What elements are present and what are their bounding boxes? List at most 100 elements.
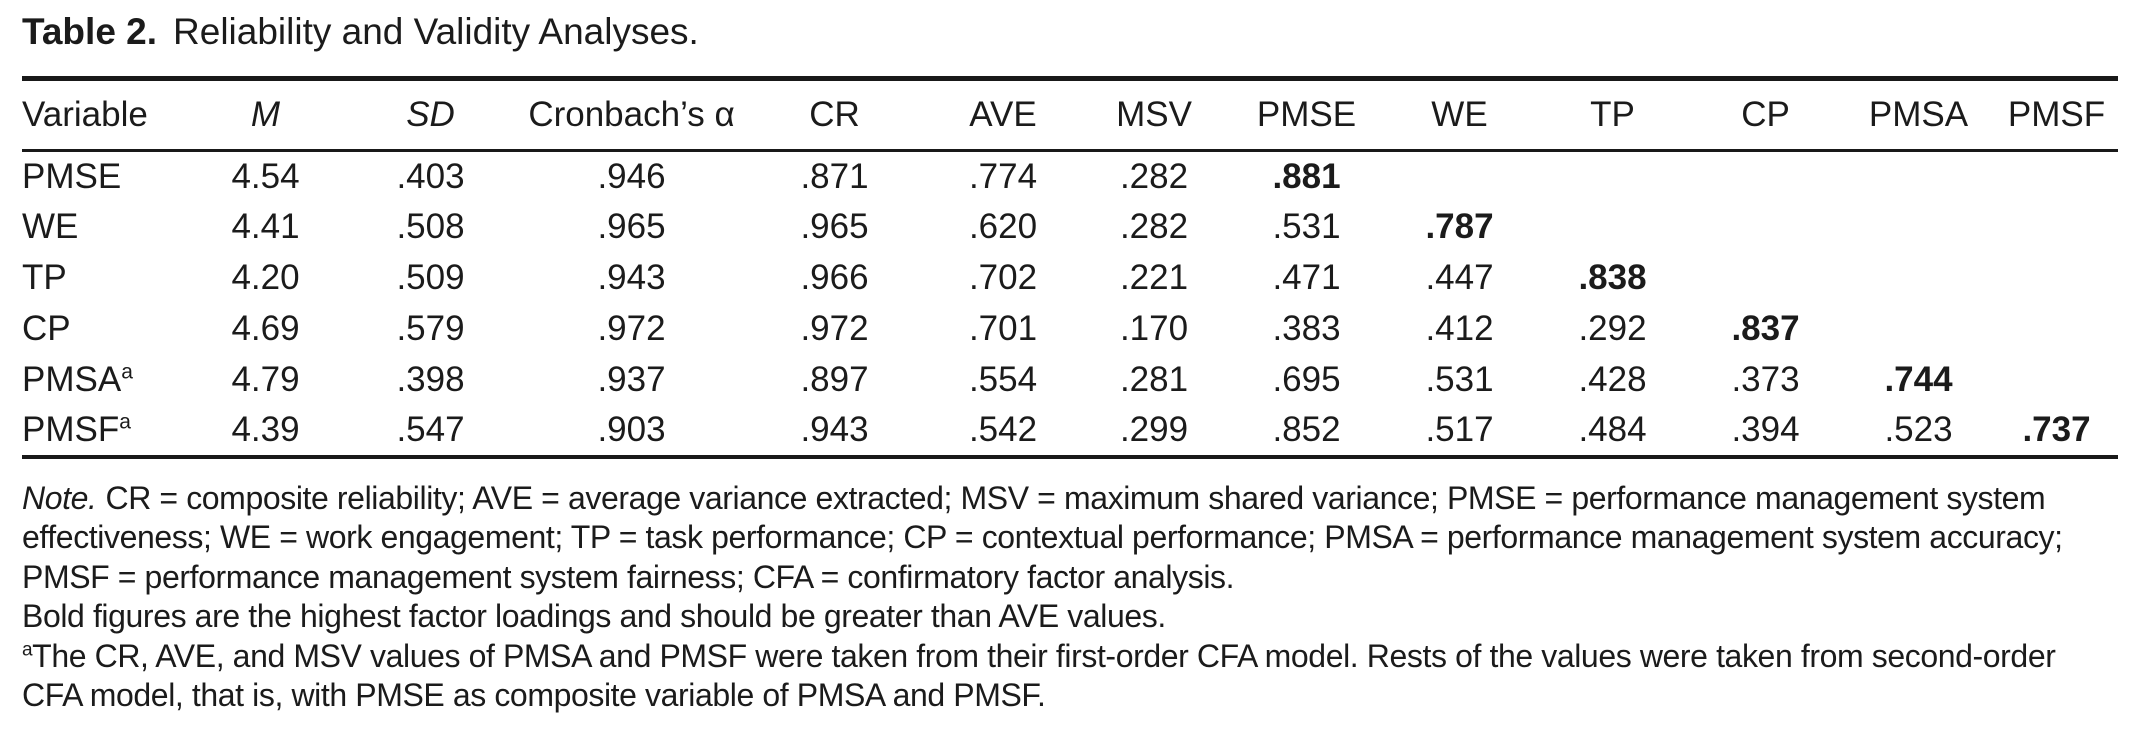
table-cell: .554 <box>968 360 1038 399</box>
column-header-cr: CR <box>741 78 928 152</box>
table-cell <box>1383 151 1536 202</box>
table-body: PMSE 4.54 .403 .946 .871 .774 .282 .881 WE 4.41 .5… <box>22 151 2118 459</box>
table-cell: .299 <box>1078 405 1230 459</box>
note-label: Note. <box>22 479 97 516</box>
table-cell: .547 <box>339 405 522 459</box>
note-line-5-text: The CR, AVE, and MSV values of PMSA and … <box>32 637 2056 674</box>
table-cell: .412 <box>1425 309 1494 348</box>
table-cell <box>1536 202 1689 253</box>
table-cell: .620 <box>968 207 1038 246</box>
table-caption: Reliability and Validity Analyses. <box>173 11 699 52</box>
column-header-pmsa: PMSA <box>1842 78 1995 152</box>
table-cell: 4.54 <box>231 156 300 196</box>
row-label: TP <box>22 258 67 297</box>
table-cell: .403 <box>396 156 465 196</box>
column-header-msv: MSV <box>1078 78 1230 152</box>
table-cell <box>1689 253 1842 304</box>
column-header-pmse: PMSE <box>1230 78 1383 152</box>
table-cell <box>1995 355 2118 406</box>
row-label: PMSE <box>22 156 122 196</box>
table-cell: 4.69 <box>231 309 300 348</box>
table-header: Variable M SD Cronbach’s α CR AVE MSV PMSE WE TP C… <box>22 78 2118 152</box>
table-cell <box>1689 202 1842 253</box>
table-cell: .943 <box>597 258 666 297</box>
table-cell: .972 <box>800 309 869 348</box>
row-label: PMSFa <box>22 405 192 459</box>
table-cell: .943 <box>741 405 928 459</box>
table-cell: .838 <box>1578 258 1647 297</box>
table-cell: .509 <box>396 258 465 297</box>
column-header-ave: AVE <box>928 78 1078 152</box>
table-cell <box>1995 202 2118 253</box>
table-cell: .744 <box>1884 360 1953 399</box>
row-label: PMSAa <box>22 360 133 399</box>
table-cell: .774 <box>968 156 1038 196</box>
table-cell: .398 <box>396 360 465 399</box>
table-row-pmsa: PMSAa 4.79 .398 .937 .897 .554 .281 .695 .531 .42… <box>22 355 2118 406</box>
table-cell: .281 <box>1119 360 1189 399</box>
table-cell: .852 <box>1230 405 1383 459</box>
table-cell <box>1842 304 1995 355</box>
table-cell <box>1995 253 2118 304</box>
table-row-tp: TP 4.20 .509 .943 .966 .702 .221 .471 .447 .838 <box>22 253 2118 304</box>
table-cell: .282 <box>1119 156 1189 196</box>
table-row-pmse: PMSE 4.54 .403 .946 .871 .774 .282 .881 <box>22 151 2118 202</box>
table-cell: .394 <box>1689 405 1842 459</box>
column-header-we: WE <box>1383 78 1536 152</box>
column-header-pmsf: PMSF <box>1995 78 2118 152</box>
paper-table-figure: Table 2. Reliability and Validity Analyse… <box>22 10 2119 713</box>
table-cell: .965 <box>800 207 869 246</box>
row-label: CP <box>22 309 71 348</box>
note-line-5: aThe CR, AVE, and MSV values of PMSA and… <box>22 637 2119 677</box>
table-cell: .966 <box>800 258 869 297</box>
table-cell: .523 <box>1842 405 1995 459</box>
table-cell: 4.79 <box>231 360 300 399</box>
table-cell: .282 <box>1119 207 1189 246</box>
table-cell: .737 <box>1995 405 2118 459</box>
table-row-cp: CP 4.69 .579 .972 .972 .701 .170 .383 .412 .292 .8… <box>22 304 2118 355</box>
table-cell: .484 <box>1536 405 1689 459</box>
table-cell: .701 <box>968 309 1038 348</box>
table-row-we: WE 4.41 .508 .965 .965 .620 .282 .531 .787 <box>22 202 2118 253</box>
table-cell <box>1536 151 1689 202</box>
table-cell <box>1842 202 1995 253</box>
table-cell: .531 <box>1272 207 1341 246</box>
table-cell: 4.39 <box>192 405 339 459</box>
table-cell: .702 <box>968 258 1038 297</box>
table-cell <box>1995 151 2118 202</box>
table-cell <box>1995 304 2118 355</box>
table-cell: .837 <box>1731 309 1800 348</box>
table-cell: .972 <box>597 309 666 348</box>
table-cell: .937 <box>597 360 666 399</box>
table-cell: .221 <box>1119 258 1189 297</box>
note-line-1: Note. CR = composite reliability; AVE = a… <box>22 479 2119 519</box>
table-cell: .471 <box>1272 258 1341 297</box>
reliability-validity-table: Variable M SD Cronbach’s α CR AVE MSV PMSE WE TP C… <box>22 76 2118 459</box>
table-cell: 4.20 <box>231 258 300 297</box>
table-cell <box>1842 253 1995 304</box>
note-line-4: Bold figures are the highest factor load… <box>22 598 1166 634</box>
table-cell: .383 <box>1272 309 1341 348</box>
table-cell: .373 <box>1731 360 1800 399</box>
table-cell: .517 <box>1383 405 1536 459</box>
table-header-row: Variable M SD Cronbach’s α CR AVE MSV PMSE WE TP C… <box>22 78 2118 152</box>
note-line-1-text: CR = composite reliability; AVE = averag… <box>105 479 2046 516</box>
column-header-m: M <box>192 78 339 152</box>
table-cell: .508 <box>396 207 465 246</box>
column-header-variable: Variable <box>22 78 192 152</box>
table-cell: .292 <box>1578 309 1647 348</box>
footnote-marker: a <box>119 410 131 434</box>
table-row-pmsf: PMSFa 4.39.547.903.943.542.299.852.517.48… <box>22 405 2118 459</box>
table-cell: .542 <box>928 405 1078 459</box>
footnote-marker: a <box>121 360 133 384</box>
row-label: WE <box>22 207 79 246</box>
table-cell: .881 <box>1272 156 1341 196</box>
table-cell <box>1842 151 1995 202</box>
table-cell: .903 <box>522 405 741 459</box>
note-line-2: effectiveness; WE = work engagement; TP … <box>22 519 2063 555</box>
table-cell: .897 <box>800 360 869 399</box>
table-cell: .579 <box>396 309 465 348</box>
table-cell: .946 <box>597 156 666 196</box>
table-cell: .695 <box>1272 360 1341 399</box>
table-title: Table 2. Reliability and Validity Analyse… <box>22 10 2119 54</box>
